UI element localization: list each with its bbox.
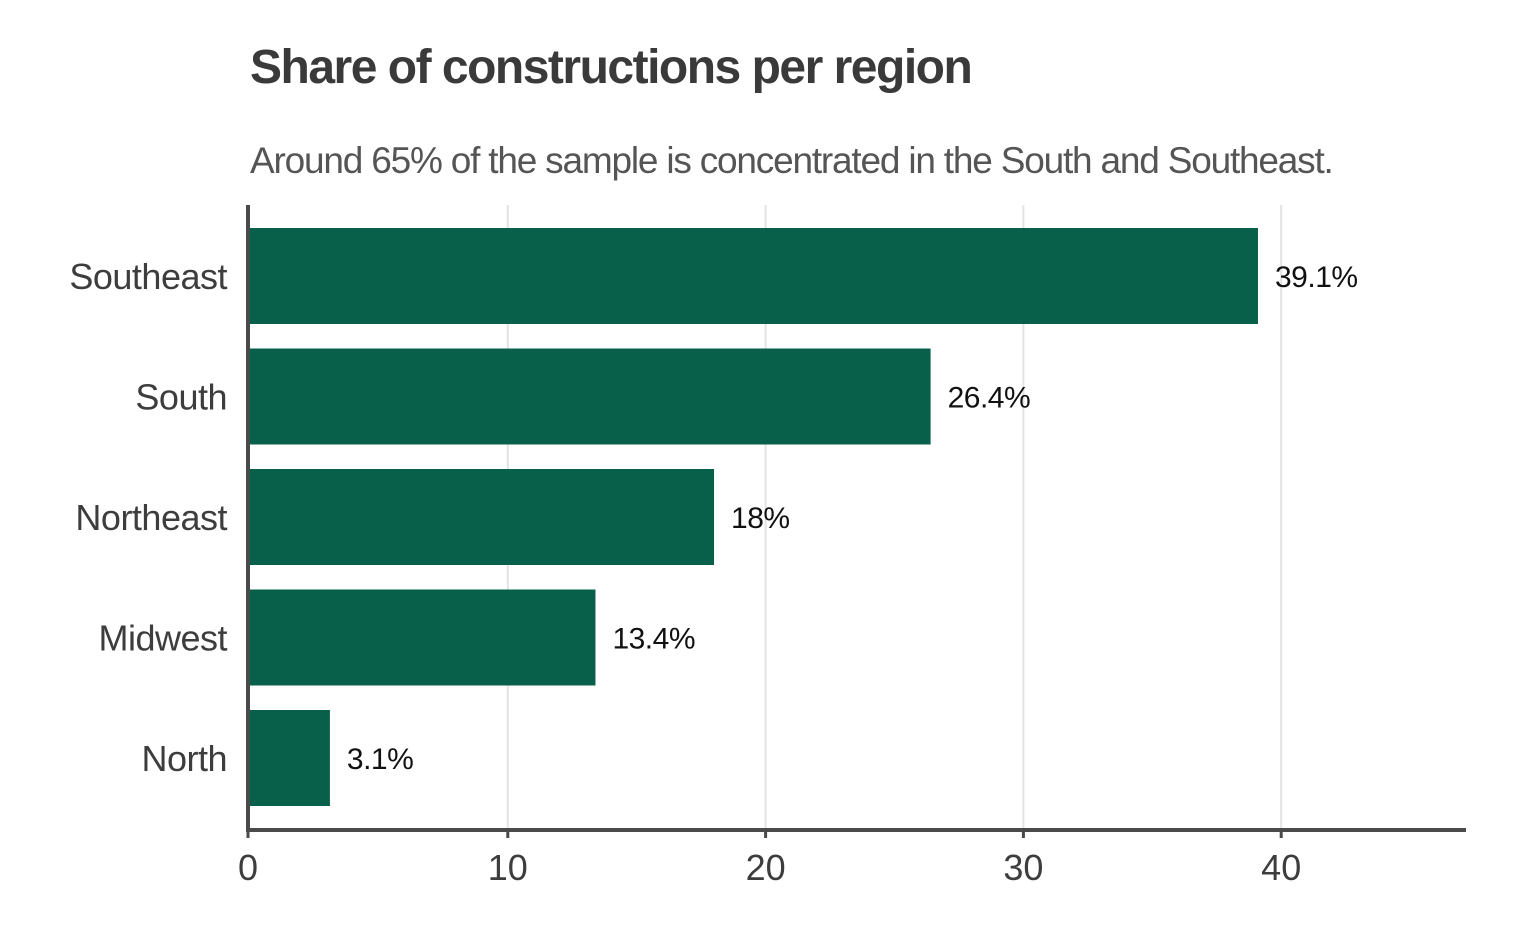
- category-label-northeast: Northeast: [75, 497, 227, 538]
- x-tick-label-20: 20: [746, 847, 786, 888]
- labels: Southeast 39.1% South 26.4% Northeast 18% Midw…: [69, 256, 1358, 888]
- value-label-north: 3.1%: [347, 743, 413, 776]
- bar-midwest: [250, 589, 596, 686]
- category-label-southeast: Southeast: [69, 256, 227, 297]
- bar-northeast: [250, 469, 715, 565]
- x-tick-label-30: 30: [1003, 847, 1043, 888]
- value-label-northeast: 18%: [731, 502, 790, 535]
- value-label-midwest: 13.4%: [612, 623, 695, 656]
- category-label-north: North: [141, 738, 227, 779]
- bar-southeast: [250, 228, 1258, 324]
- x-tick-label-0: 0: [238, 847, 258, 888]
- category-label-south: South: [135, 377, 227, 418]
- value-label-south: 26.4%: [948, 382, 1031, 415]
- category-label-midwest: Midwest: [98, 618, 227, 659]
- bars: [250, 228, 1258, 806]
- value-label-southeast: 39.1%: [1275, 261, 1358, 294]
- bar-south: [250, 348, 931, 445]
- bar-north: [250, 710, 330, 806]
- chart-title: Share of constructions per region: [250, 41, 973, 94]
- axes: [246, 205, 1466, 838]
- x-tick-label-40: 40: [1261, 847, 1301, 888]
- chart-subtitle: Around 65% of the sample is concentrated…: [250, 140, 1334, 181]
- x-tick-label-10: 10: [488, 847, 528, 888]
